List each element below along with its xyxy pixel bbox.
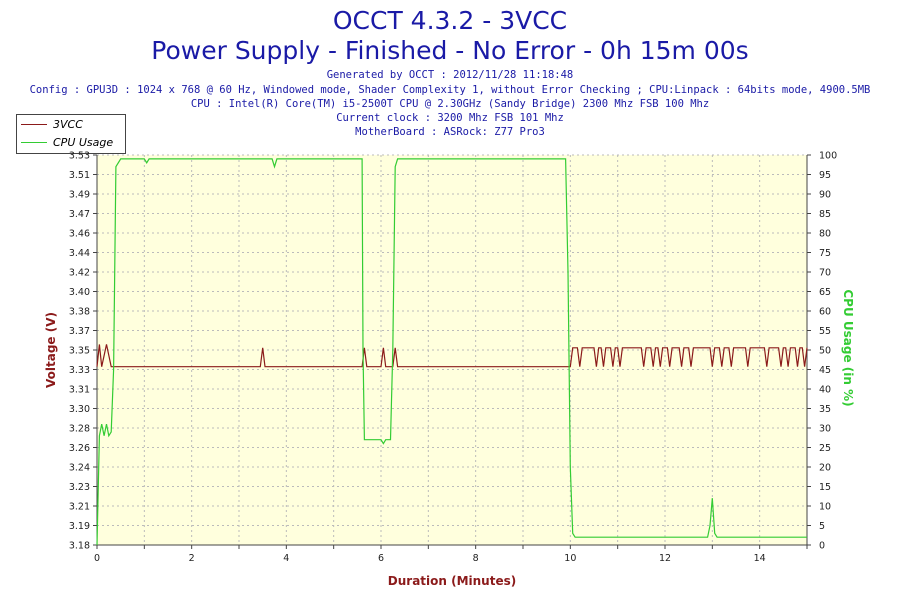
legend-swatch-3vcc <box>21 123 47 125</box>
y-right-tick-label: 60 <box>819 307 831 318</box>
x-tick-label: 12 <box>659 553 671 564</box>
y-right-tick-label: 80 <box>819 229 831 240</box>
y-left-tick-label: 3.46 <box>69 229 90 240</box>
y-right-tick-label: 15 <box>819 482 831 493</box>
y-right-tick-label: 10 <box>819 502 831 513</box>
y-right-tick-label: 90 <box>819 190 831 201</box>
y-right-tick-label: 65 <box>819 287 831 298</box>
y-right-tick-label: 5 <box>819 521 825 532</box>
info-motherboard: MotherBoard : ASRock: Z77 Pro3 <box>355 126 545 138</box>
y-right-tick-label: 35 <box>819 404 831 415</box>
series-line-3vcc <box>96 344 808 368</box>
y-left-tick-label: 3.21 <box>69 502 90 513</box>
y-right-tick-label: 25 <box>819 443 831 454</box>
legend-label-cpu-usage: CPU Usage <box>53 135 114 149</box>
y-right-tick-label: 20 <box>819 463 831 474</box>
x-tick-label: 2 <box>189 553 195 564</box>
legend-label-3vcc: 3VCC <box>53 117 83 131</box>
chart-title: OCCT 4.3.2 - 3VCC <box>332 6 568 35</box>
x-tick-label: 10 <box>564 553 576 564</box>
legend-item-cpu-usage: CPU Usage <box>17 133 125 151</box>
legend-swatch-cpu-usage <box>21 141 47 143</box>
y-left-tick-label: 3.31 <box>69 385 90 396</box>
y-left-tick-label: 3.35 <box>69 346 90 357</box>
series-group <box>96 158 808 546</box>
y-left-tick-label: 3.37 <box>69 326 90 337</box>
y-left-tick-label: 3.19 <box>69 521 90 532</box>
y-right-tick-label: 95 <box>819 170 831 181</box>
series-line-cpu-usage <box>96 158 807 546</box>
y-right-tick-label: 85 <box>819 209 831 220</box>
info-config: Config : GPU3D : 1024 x 768 @ 60 Hz, Win… <box>29 84 871 96</box>
x-axis-label: Duration (Minutes) <box>388 574 516 588</box>
y-left-tick-label: 3.28 <box>69 424 90 435</box>
y-right-tick-label: 55 <box>819 326 831 337</box>
y-right-tick-label: 45 <box>819 365 831 376</box>
x-tick-label: 14 <box>754 553 766 564</box>
y-axis-right-label: CPU Usage (in %) <box>841 289 855 406</box>
info-clock: Current clock : 3200 Mhz FSB 101 Mhz <box>336 112 564 124</box>
legend-item-3vcc: 3VCC <box>17 115 125 133</box>
y-left-tick-label: 3.49 <box>69 190 90 201</box>
legend: 3VCC CPU Usage <box>16 114 126 154</box>
y-left-tick-label: 3.47 <box>69 209 90 220</box>
y-left-tick-label: 3.23 <box>69 482 90 493</box>
y-axis-left-label: Voltage (V) <box>44 312 58 388</box>
y-left-tick-label: 3.44 <box>69 248 90 259</box>
chart-subtitle: Power Supply - Finished - No Error - 0h … <box>151 36 749 65</box>
y-left-tick-label: 3.18 <box>69 541 90 552</box>
y-right-tick-label: 40 <box>819 385 831 396</box>
y-left-tick-label: 3.33 <box>69 365 90 376</box>
x-tick-label: 8 <box>473 553 479 564</box>
info-generated: Generated by OCCT : 2012/11/28 11:18:48 <box>326 69 574 81</box>
y-left-tick-label: 3.42 <box>69 268 90 279</box>
y-left-tick-label: 3.30 <box>69 404 90 415</box>
y-left-tick-label: 3.24 <box>69 463 90 474</box>
y-left-tick-label: 3.38 <box>69 307 90 318</box>
y-left-tick-label: 3.26 <box>69 443 90 454</box>
axes: 3.18 03.19 53.21 103.23 153.24 203.26 253.28 30… <box>69 151 837 565</box>
x-tick-label: 6 <box>378 553 384 564</box>
y-left-tick-label: 3.40 <box>69 287 90 298</box>
y-right-tick-label: 0 <box>819 541 825 552</box>
y-right-tick-label: 70 <box>819 268 831 279</box>
x-tick-label: 4 <box>283 553 289 564</box>
y-right-tick-label: 75 <box>819 248 831 259</box>
y-right-tick-label: 100 <box>819 151 837 162</box>
y-right-tick-label: 50 <box>819 346 831 357</box>
y-right-tick-label: 30 <box>819 424 831 435</box>
x-tick-label: 0 <box>94 553 100 564</box>
info-cpu: CPU : Intel(R) Core(TM) i5-2500T CPU @ 2… <box>190 98 710 110</box>
y-left-tick-label: 3.53 <box>69 151 90 162</box>
y-left-tick-label: 3.51 <box>69 170 90 181</box>
